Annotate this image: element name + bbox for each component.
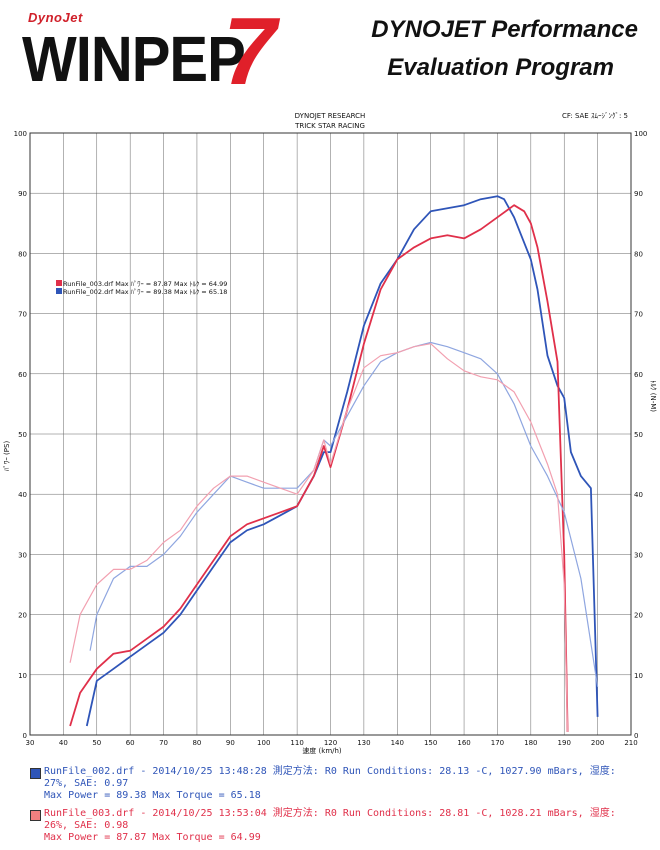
x-tick-label: 50 <box>92 739 101 747</box>
x-tick-label: 180 <box>524 739 537 747</box>
y2-tick-label: 90 <box>634 190 643 198</box>
y-tick-label: 40 <box>18 491 27 499</box>
run002-line2: 27%, SAE: 0.97 <box>44 778 129 789</box>
y-tick-label: 10 <box>18 672 27 680</box>
winpep-logo: DynoJet WINPEP 7 <box>8 4 286 100</box>
y2-tick-label: 0 <box>634 732 638 740</box>
y2-tick-label: 40 <box>634 491 643 499</box>
x-tick-label: 200 <box>591 739 604 747</box>
run002-swatch <box>30 768 41 779</box>
y-tick-label: 50 <box>18 431 27 439</box>
inline-legend-run002: RunFile_002.drf Max ﾊﾟﾜｰ = 89.38 Max ﾄﾙｸ… <box>63 288 227 296</box>
y-tick-label: 60 <box>18 371 27 379</box>
y-tick-label: 30 <box>18 551 27 559</box>
x-tick-label: 160 <box>457 739 470 747</box>
y-axis-label: ﾊﾟﾜｰ (PS) <box>3 441 11 472</box>
x-tick-label: 60 <box>126 739 135 747</box>
y-tick-label: 70 <box>18 311 27 319</box>
axis-ticks: 30 40 50 60 70 80 90 100 110 120 130 140 150 160 170 18… <box>14 130 648 747</box>
run003-line1: RunFile_003.drf - 2014/10/25 13:53:04 測定… <box>44 808 616 819</box>
y-tick-label: 80 <box>18 250 27 258</box>
program-title-line1: DYNOJET Performance <box>371 16 638 43</box>
x-tick-label: 140 <box>391 739 404 747</box>
x-tick-label: 30 <box>26 739 35 747</box>
run003-line3: Max Power = 87.87 Max Torque = 64.99 <box>44 832 261 843</box>
series-line-runfile002drf-power <box>85 195 599 727</box>
x-tick-label: 120 <box>324 739 337 747</box>
grid <box>29 132 632 736</box>
series-line-runfile003drf-torque <box>69 343 569 733</box>
run-info-003: RunFile_003.drf - 2014/10/25 13:53:04 測定… <box>30 808 650 844</box>
series-layer <box>69 195 599 733</box>
x-tick-label: 130 <box>357 739 370 747</box>
x-tick-label: 40 <box>59 739 68 747</box>
x-tick-label: 210 <box>624 739 637 747</box>
y2-tick-label: 20 <box>634 612 643 620</box>
y2-tick-label: 30 <box>634 551 643 559</box>
y-tick-label: 90 <box>18 190 27 198</box>
x-tick-label: 100 <box>257 739 270 747</box>
run003-swatch <box>30 810 41 821</box>
y2-tick-label: 70 <box>634 311 643 319</box>
logo-version-number: 7 <box>223 0 277 105</box>
inline-legend-run003: RunFile_003.drf Max ﾊﾟﾜｰ = 87.87 Max ﾄﾙｸ… <box>63 280 227 288</box>
chart-company-label: DYNOJET RESEARCH <box>295 112 366 120</box>
x-axis-label: 速度 (km/h) <box>302 746 342 755</box>
cf-smoothing-label: CF: SAE ｽﾑｰｼﾞﾝｸﾞ: 5 <box>562 112 628 120</box>
y-tick-label: 100 <box>14 130 27 138</box>
series-line-runfile002drf-torque <box>89 341 599 687</box>
legend-swatch-run003 <box>56 280 62 286</box>
run-info-002: RunFile_002.drf - 2014/10/25 13:48:28 測定… <box>30 766 650 802</box>
y2-axis-label: ﾄﾙｸ (N-M) <box>649 380 657 412</box>
logo-text: WINPEP <box>22 23 246 96</box>
header: DynoJet WINPEP 7 DYNOJET Performance Eva… <box>0 0 660 100</box>
run002-line3: Max Power = 89.38 Max Torque = 65.18 <box>44 790 261 801</box>
x-tick-label: 80 <box>192 739 201 747</box>
y2-tick-label: 100 <box>634 130 647 138</box>
chart-shop-label: TRICK STAR RACING <box>294 122 365 130</box>
y-tick-label: 0 <box>23 732 27 740</box>
y2-tick-label: 80 <box>634 250 643 258</box>
legend-swatch-run002 <box>56 288 62 294</box>
run002-line1: RunFile_002.drf - 2014/10/25 13:48:28 測定… <box>44 766 616 777</box>
inline-legend: RunFile_003.drf Max ﾊﾟﾜｰ = 87.87 Max ﾄﾙｸ… <box>56 280 227 296</box>
x-tick-label: 150 <box>424 739 437 747</box>
run003-line2: 26%, SAE: 0.98 <box>44 820 129 831</box>
x-tick-label: 190 <box>558 739 571 747</box>
x-tick-label: 110 <box>290 739 303 747</box>
x-tick-label: 90 <box>226 739 235 747</box>
dyno-chart: DYNOJET RESEARCH TRICK STAR RACING CF: S… <box>3 112 657 755</box>
y-tick-label: 20 <box>18 612 27 620</box>
program-title-line2: Evaluation Program <box>387 54 614 81</box>
plot-frame <box>29 132 632 736</box>
x-tick-label: 70 <box>159 739 168 747</box>
y2-tick-label: 60 <box>634 371 643 379</box>
run-info-block: RunFile_002.drf - 2014/10/25 13:48:28 測定… <box>30 766 650 850</box>
x-tick-label: 170 <box>491 739 504 747</box>
y2-tick-label: 50 <box>634 431 643 439</box>
y2-tick-label: 10 <box>634 672 643 680</box>
dynojet-wordmark: DynoJet <box>28 10 83 25</box>
